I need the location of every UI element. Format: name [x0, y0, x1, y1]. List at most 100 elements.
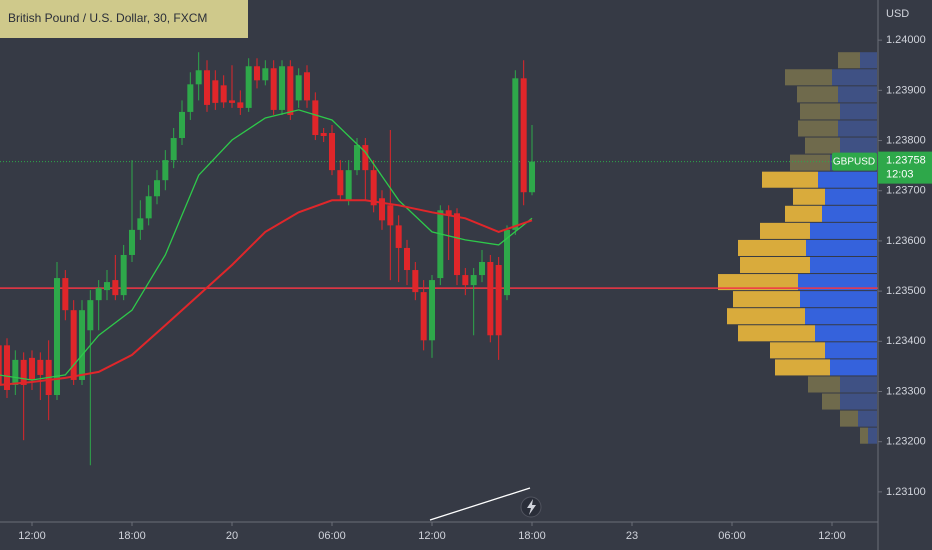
candle-body	[20, 359, 27, 385]
profile-sell	[840, 376, 877, 393]
profile-buy	[822, 393, 840, 410]
candle-body	[254, 66, 260, 81]
y-tick-label: 1.23900	[886, 84, 926, 96]
candle-body	[379, 198, 385, 221]
candle-body	[137, 218, 144, 230]
x-tick-label: 23	[626, 530, 638, 542]
profile-buy	[785, 69, 832, 86]
candle-body	[29, 357, 35, 380]
candle-body	[262, 68, 269, 81]
profile-buy	[808, 376, 840, 393]
profile-buy	[798, 120, 838, 137]
candle-body	[487, 262, 494, 336]
candle-body	[412, 270, 419, 293]
candle-body	[512, 78, 519, 230]
profile-sell	[858, 410, 877, 427]
y-tick-label: 1.23800	[886, 134, 926, 146]
candle-body	[204, 70, 210, 105]
candle-body	[387, 205, 394, 226]
candle-body	[462, 275, 469, 286]
candle-body	[154, 180, 160, 197]
profile-buy	[733, 291, 800, 308]
candle-body	[195, 70, 202, 85]
y-tick-label: 1.23100	[886, 486, 926, 498]
candle-body	[504, 229, 510, 296]
candle-body	[287, 66, 294, 115]
candle-body	[495, 265, 502, 336]
profile-sell	[818, 171, 877, 188]
y-tick-label: 1.23500	[886, 285, 926, 297]
y-tick-label: 1.23700	[886, 185, 926, 197]
candle-body	[354, 145, 360, 171]
candle-body	[37, 359, 44, 375]
profile-sell	[815, 325, 877, 342]
profile-buy	[775, 359, 830, 376]
candle-body	[237, 102, 244, 108]
candle-body	[529, 161, 535, 193]
profile-buy	[762, 171, 818, 188]
x-tick-label: 12:00	[818, 530, 846, 542]
profile-sell	[806, 239, 877, 256]
profile-buy	[860, 427, 868, 444]
profile-buy	[738, 325, 815, 342]
profile-sell	[860, 52, 877, 69]
last-price-tag	[878, 151, 932, 184]
profile-sell	[838, 86, 877, 103]
candle-body	[229, 100, 235, 103]
profile-buy	[727, 308, 805, 325]
x-tick-label: 18:00	[118, 530, 146, 542]
profile-buy	[797, 86, 838, 103]
symbol-tag-label: GBPUSD	[833, 156, 875, 167]
moving-average	[0, 109, 533, 381]
candle-body	[362, 145, 369, 171]
candle-body	[404, 247, 410, 271]
candle-body	[95, 288, 102, 301]
profile-buy	[760, 222, 810, 239]
candle-body	[145, 196, 152, 219]
alert-button[interactable]	[520, 496, 542, 518]
candle-body	[295, 75, 302, 101]
profile-buy	[800, 103, 840, 120]
profile-sell	[800, 291, 877, 308]
candle-body	[454, 213, 460, 276]
candle-body	[220, 85, 227, 103]
moving-average	[0, 199, 533, 386]
y-tick-label: 1.23600	[886, 235, 926, 247]
candle-body	[187, 84, 194, 112]
profile-sell	[868, 427, 877, 444]
trend-line-drawing[interactable]	[429, 487, 531, 521]
profile-sell	[832, 69, 877, 86]
profile-sell	[840, 103, 877, 120]
title-box	[0, 0, 248, 38]
candle-body	[12, 359, 19, 385]
y-tick-label: 1.23400	[886, 335, 926, 347]
x-tick-label: 06:00	[718, 530, 746, 542]
last-price-label: 1.23758	[886, 155, 926, 167]
profile-buy	[805, 137, 840, 154]
candle-body	[445, 210, 452, 216]
candle-body	[0, 345, 2, 385]
x-tick-label: 12:00	[18, 530, 46, 542]
x-tick-label: 20	[226, 530, 238, 542]
candle-body	[520, 78, 527, 193]
profile-sell	[838, 120, 877, 137]
candle-body	[212, 80, 219, 103]
candle-body	[179, 111, 185, 139]
currency-label: USD	[886, 8, 909, 20]
profile-sell	[810, 256, 877, 274]
symbol-tag	[832, 152, 877, 171]
x-tick-label: 18:00	[518, 530, 546, 542]
profile-sell	[810, 222, 877, 239]
candle-body	[270, 68, 277, 110]
profile-buy	[738, 239, 806, 256]
candle-body	[62, 278, 69, 311]
candle-body	[470, 275, 477, 286]
candle-body	[312, 100, 319, 136]
profile-sell	[822, 205, 877, 222]
candle-body	[120, 254, 127, 296]
candle-body	[54, 278, 60, 396]
candle-body	[337, 170, 344, 196]
countdown-label: 12:03	[886, 169, 914, 181]
profile-buy	[840, 410, 858, 427]
